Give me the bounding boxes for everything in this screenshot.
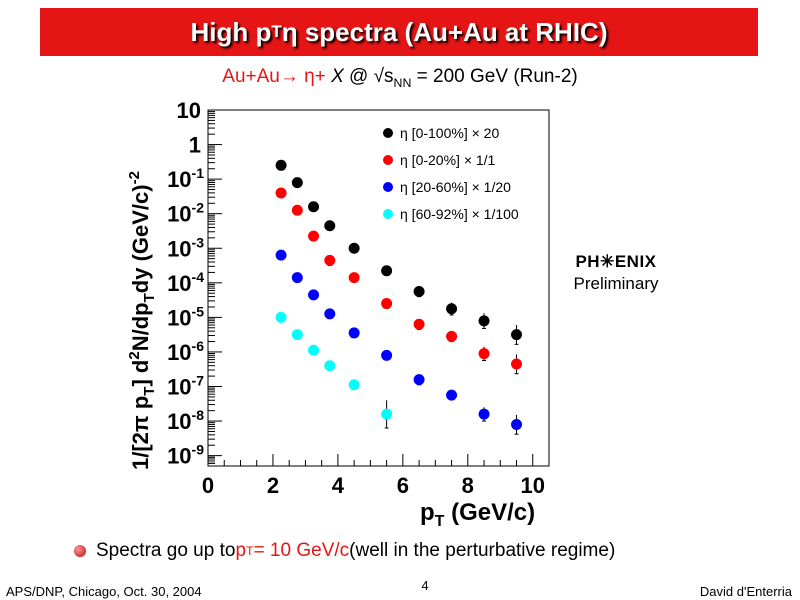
subtitle-rest: = 200 GeV (Run-2) xyxy=(411,66,578,87)
y-tick-label: 10-1 xyxy=(167,165,204,192)
legend-label: η [20-60%] × 1/20 xyxy=(400,179,511,195)
data-point xyxy=(381,408,393,420)
x-axis-ticks: 0 2 4 6 8 10 xyxy=(202,454,550,498)
subtitle: Au+Au→ η+ X @ √sNN = 200 GeV (Run-2) xyxy=(0,66,800,90)
legend-label: η [0-100%] × 20 xyxy=(400,125,499,141)
phenix-logo: PH✳ENIX Preliminary xyxy=(560,252,672,294)
title-sub: T xyxy=(271,22,282,41)
y-tick-label: 10-4 xyxy=(167,269,204,296)
data-point xyxy=(478,348,490,360)
y-axis-major-ticks: 10 1 10-1 10-2 10-3 10-4 10-5 10-6 10-7 10-8 10-9 xyxy=(167,98,222,469)
data-point xyxy=(348,327,360,339)
title-rest: η spectra (Au+Au at RHIC) xyxy=(281,16,608,47)
y-tick-label: 1 xyxy=(189,133,201,158)
x-tick-label: 0 xyxy=(202,473,214,498)
y-tick-label: 10-3 xyxy=(167,234,204,261)
data-point xyxy=(291,329,303,341)
data-point xyxy=(308,289,320,301)
y-tick-label: 10-9 xyxy=(167,442,204,469)
legend-marker xyxy=(383,209,393,219)
footer-conference: APS/DNP, Chicago, Oct. 30, 2004 xyxy=(6,584,202,599)
data-point xyxy=(413,318,425,330)
data-point xyxy=(511,419,523,431)
data-point xyxy=(291,272,303,284)
legend-label: η [60-92%] × 1/100 xyxy=(400,206,519,222)
bullet-post: (well in the perturbative regime) xyxy=(349,540,616,561)
data-point xyxy=(381,265,393,277)
data-point xyxy=(478,408,490,420)
data-point xyxy=(324,254,336,266)
plot-frame xyxy=(207,109,550,467)
data-point xyxy=(308,201,320,213)
data-points xyxy=(275,159,523,435)
data-point xyxy=(381,298,393,310)
bullet-red-sub: T xyxy=(246,544,254,558)
data-point xyxy=(381,349,393,361)
data-point xyxy=(348,272,360,284)
data-point xyxy=(291,204,303,216)
subtitle-reaction: Au+Au→ η+ xyxy=(222,66,326,87)
data-point xyxy=(275,159,287,171)
data-point xyxy=(308,230,320,242)
bullet-red-p: p xyxy=(235,540,247,561)
legend-marker xyxy=(383,182,393,192)
y-tick-label: 10-8 xyxy=(167,407,204,434)
y-tick-label: 10-6 xyxy=(167,338,204,365)
data-point xyxy=(511,329,523,341)
data-point xyxy=(446,389,458,401)
x-tick-label: 10 xyxy=(521,473,545,498)
data-point xyxy=(324,360,336,372)
x-tick-label: 2 xyxy=(267,473,279,498)
legend-marker xyxy=(383,155,393,165)
y-tick-label: 10-5 xyxy=(167,303,204,330)
x-tick-label: 8 xyxy=(462,473,474,498)
logo-text: PH✳ENIX xyxy=(575,252,657,271)
preliminary-label: Preliminary xyxy=(573,274,659,293)
data-point xyxy=(324,220,336,232)
data-point xyxy=(511,358,523,370)
x-axis-label: pT (GeV/c) xyxy=(420,499,535,530)
data-point xyxy=(324,308,336,320)
data-point xyxy=(348,379,360,391)
data-point xyxy=(308,344,320,356)
y-tick-label: 10 xyxy=(177,98,201,123)
data-point xyxy=(478,315,490,327)
subtitle-at: @ √s xyxy=(343,66,394,87)
bullet-red-rest: = 10 GeV/c xyxy=(253,540,350,561)
data-point xyxy=(348,242,360,254)
data-point xyxy=(275,187,287,199)
subtitle-x: X xyxy=(331,66,344,87)
data-point xyxy=(413,374,425,386)
data-point xyxy=(291,177,303,189)
data-point xyxy=(446,303,458,315)
title-main: High p xyxy=(190,16,272,47)
y-axis-label: 1/[2π pT] d2N/dpTdy (GeV/c)-2 xyxy=(126,171,158,470)
data-point xyxy=(275,249,287,261)
y-axis-minor-ticks xyxy=(208,111,215,464)
legend-marker xyxy=(383,128,393,138)
x-tick-label: 4 xyxy=(332,473,345,498)
bullet-pre: Spectra go up to xyxy=(96,540,236,561)
legend-label: η [0-20%] × 1/1 xyxy=(400,152,496,168)
subtitle-nn: NN xyxy=(393,75,412,90)
data-point xyxy=(413,285,425,297)
data-point xyxy=(275,311,287,323)
y-tick-label: 10-2 xyxy=(167,200,204,227)
x-tick-label: 6 xyxy=(397,473,409,498)
data-point xyxy=(446,330,458,342)
y-tick-label: 10-7 xyxy=(167,373,204,400)
footer-author: David d'Enterria xyxy=(699,584,792,599)
bullet-icon xyxy=(74,545,86,557)
footer-page-number: 4 xyxy=(421,578,429,593)
legend: η [0-100%] × 20 η [0-20%] × 1/1 η [20-60%]… xyxy=(383,125,519,222)
